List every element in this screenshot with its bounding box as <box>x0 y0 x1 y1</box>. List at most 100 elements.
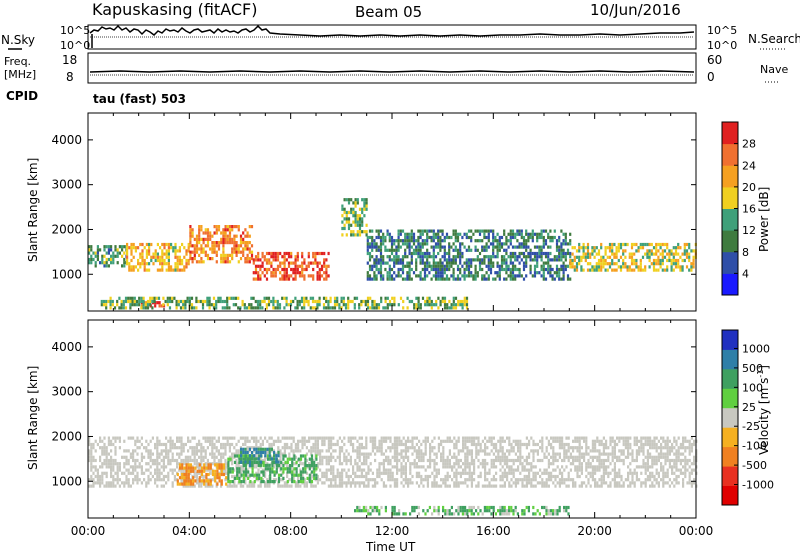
heatmap-cell <box>457 449 460 453</box>
heatmap-cell <box>464 458 467 463</box>
heatmap-cell <box>120 299 123 304</box>
heatmap-cell <box>99 446 102 450</box>
heatmap-cell <box>532 474 535 479</box>
heatmap-cell <box>374 439 377 443</box>
heatmap-cell <box>683 258 686 263</box>
heatmap-cell <box>181 472 184 477</box>
heatmap-cell <box>171 439 174 443</box>
heatmap-cell <box>109 296 112 300</box>
heatmap-cell <box>139 255 142 259</box>
heatmap-cell <box>509 232 512 236</box>
heatmap-cell <box>267 299 271 304</box>
heatmap-cell <box>212 303 216 307</box>
heatmap-cell <box>151 306 154 310</box>
heatmap-cell <box>463 296 466 300</box>
heatmap-cell <box>224 234 227 238</box>
heatmap-cell <box>349 458 352 463</box>
heatmap-cell <box>444 478 447 482</box>
heatmap-cell <box>454 258 457 262</box>
heatmap-cell <box>138 462 141 466</box>
heatmap-cell <box>410 261 413 265</box>
heatmap-cell <box>613 255 616 259</box>
heatmap-cell <box>426 299 429 304</box>
heatmap-cell <box>646 462 649 466</box>
heatmap-cell <box>105 245 108 249</box>
heatmap-cell <box>202 247 205 251</box>
heatmap-cell <box>558 468 561 472</box>
heatmap-cell <box>442 455 445 459</box>
heatmap-cell <box>470 271 473 275</box>
heatmap-cell <box>327 484 330 488</box>
heatmap-cell <box>533 245 537 249</box>
heatmap-cell <box>228 228 232 232</box>
heatmap-cell <box>166 299 169 304</box>
heatmap-cell <box>375 267 378 272</box>
heatmap-cell <box>193 247 196 251</box>
heatmap-cell <box>101 439 104 443</box>
heatmap-cell <box>396 465 399 469</box>
heatmap-cell <box>113 306 117 310</box>
heatmap-cell <box>349 439 352 443</box>
heatmap-cell <box>226 241 229 245</box>
heatmap-cell <box>509 242 512 246</box>
heatmap-cell <box>611 246 614 250</box>
heatmap-cell <box>374 452 377 456</box>
heatmap-cell <box>660 455 663 459</box>
heatmap-cell <box>222 253 225 257</box>
heatmap-cell <box>671 465 674 469</box>
heatmap-cell <box>358 474 361 479</box>
heatmap-cell <box>684 449 687 453</box>
heatmap-cell <box>266 439 269 443</box>
heatmap-cell <box>466 458 469 463</box>
heatmap-cell <box>462 442 465 447</box>
heatmap-cell <box>675 439 678 443</box>
heatmap-cell <box>329 296 332 300</box>
heatmap-cell <box>336 468 339 472</box>
heatmap-cell <box>367 465 370 469</box>
heatmap-cell <box>666 452 669 456</box>
heatmap-cell <box>321 449 324 453</box>
heatmap-cell <box>633 468 636 472</box>
heatmap-cell <box>675 452 678 456</box>
heatmap-cell <box>195 442 198 447</box>
heatmap-cell <box>338 306 341 310</box>
heatmap-cell <box>382 458 385 463</box>
heatmap-cell <box>562 239 565 243</box>
heatmap-cell <box>419 274 422 278</box>
heatmap-cell <box>488 452 491 456</box>
heatmap-cell <box>389 484 392 488</box>
heatmap-cell <box>618 484 621 488</box>
heatmap-cell <box>664 474 667 479</box>
heatmap-cell <box>478 251 482 256</box>
heatmap-cell <box>554 468 557 472</box>
heatmap-cell <box>400 442 403 447</box>
heatmap-cell <box>110 439 113 443</box>
heatmap-cell <box>211 250 214 254</box>
heatmap-cell <box>321 458 324 463</box>
heatmap-cell <box>183 246 186 250</box>
heatmap-cell <box>379 261 383 265</box>
heatmap-cell <box>642 465 645 469</box>
heatmap-cell <box>411 446 414 450</box>
heatmap-cell <box>437 232 440 236</box>
heatmap-cell <box>391 474 394 479</box>
heatmap-cell <box>254 255 258 259</box>
heatmap-cell <box>558 255 561 259</box>
heatmap-cell <box>105 465 108 469</box>
heatmap-cell <box>226 296 229 300</box>
heatmap-cell <box>399 229 402 233</box>
heatmap-cell <box>246 234 249 238</box>
heatmap-cell <box>476 271 479 275</box>
heatmap-cell <box>407 484 410 488</box>
heatmap-cell <box>475 484 478 488</box>
heatmap-cell <box>380 439 383 443</box>
heatmap-cell <box>358 214 362 218</box>
heatmap-cell <box>430 235 433 240</box>
heatmap-cell <box>501 439 504 443</box>
heatmap-cell <box>155 296 158 300</box>
heatmap-cell <box>642 436 645 440</box>
heatmap-cell <box>191 244 194 248</box>
heatmap-cell <box>378 442 381 447</box>
heatmap-cell <box>463 277 466 281</box>
heatmap-cell <box>101 481 104 485</box>
